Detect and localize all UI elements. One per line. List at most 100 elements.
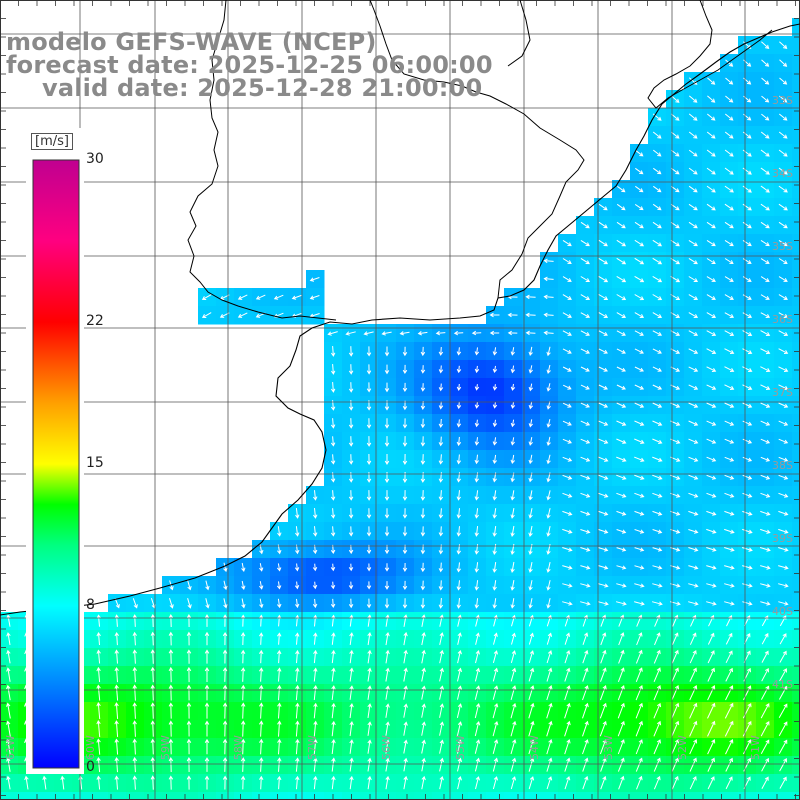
wind-arrow xyxy=(237,294,248,300)
wind-arrow xyxy=(510,508,515,519)
wind-arrow xyxy=(525,312,536,318)
wind-arrow xyxy=(330,454,336,465)
wind-arrow xyxy=(635,739,643,755)
wind-arrow xyxy=(6,757,11,772)
wind-arrow xyxy=(474,526,479,537)
wind-arrow xyxy=(562,294,572,300)
wind-arrow xyxy=(546,757,553,772)
longitude-label: 58W xyxy=(232,735,245,760)
colorbar-unit: [m/s] xyxy=(31,133,73,150)
model-title: modelo GEFS-WAVE (NCEP) xyxy=(6,28,377,56)
wind-arrow xyxy=(259,581,264,590)
wind-arrow xyxy=(168,738,174,755)
wind-arrow xyxy=(276,632,282,645)
colorbar-tick-0: 0 xyxy=(86,759,95,775)
wind-arrow xyxy=(348,418,354,429)
wind-arrow xyxy=(417,331,428,336)
wind-arrow xyxy=(778,601,789,606)
wind-arrow xyxy=(761,776,769,789)
wind-arrow xyxy=(223,598,228,609)
wind-arrow xyxy=(366,436,372,447)
wind-arrow xyxy=(546,598,551,609)
wind-arrow xyxy=(114,684,119,701)
wind-speed-cell xyxy=(792,180,800,199)
wind-arrow xyxy=(114,738,119,755)
wind-arrow xyxy=(688,438,699,444)
wind-arrow xyxy=(546,490,551,501)
wind-arrow xyxy=(580,456,591,462)
wind-arrow xyxy=(742,276,752,282)
wind-arrow xyxy=(402,436,408,447)
wind-arrow xyxy=(114,614,120,627)
wind-arrow xyxy=(420,418,426,429)
wind-arrow xyxy=(366,526,372,537)
wind-arrow xyxy=(652,456,663,462)
wind-arrow xyxy=(706,492,717,498)
wind-arrow xyxy=(259,598,264,609)
wind-arrow xyxy=(598,348,608,354)
wind-arrow xyxy=(706,185,716,193)
wind-arrow xyxy=(688,348,699,354)
wind-speed-cell xyxy=(396,792,415,800)
wind-arrow xyxy=(742,601,753,606)
wind-arrow xyxy=(348,346,354,357)
wind-arrow xyxy=(652,529,663,534)
wind-arrow xyxy=(492,739,499,755)
wind-speed-cell xyxy=(792,414,800,433)
wind-arrow xyxy=(420,598,426,609)
wind-arrow xyxy=(582,775,589,790)
wind-arrow xyxy=(277,667,282,682)
wind-arrow xyxy=(168,702,174,719)
wind-arrow xyxy=(652,402,663,408)
wind-speed-cell xyxy=(666,792,685,800)
wind-speed-cell xyxy=(558,792,577,800)
wind-arrow xyxy=(528,419,533,428)
latitude-label: 37S xyxy=(772,386,793,399)
wind-arrow xyxy=(779,758,787,772)
wind-arrow xyxy=(616,402,627,408)
wind-arrow xyxy=(313,632,318,645)
wind-speed-cell xyxy=(792,396,800,415)
wind-arrow xyxy=(742,474,753,480)
wind-speed-cell xyxy=(792,486,800,505)
wind-arrow xyxy=(222,738,228,755)
wind-arrow xyxy=(564,720,571,737)
wind-arrow xyxy=(132,684,137,701)
wind-arrow xyxy=(778,258,788,265)
wind-arrow xyxy=(510,454,515,465)
wind-arrow xyxy=(366,418,372,429)
wind-arrow xyxy=(507,312,518,318)
wind-speed-cell xyxy=(648,792,667,800)
wind-speed-cell xyxy=(72,792,91,800)
wind-arrow xyxy=(724,528,735,534)
wind-arrow xyxy=(42,775,47,790)
wind-arrow xyxy=(724,547,735,552)
wind-arrow xyxy=(670,203,680,211)
wind-arrow xyxy=(617,739,625,755)
wind-arrow xyxy=(562,239,572,247)
wind-arrow xyxy=(367,649,372,664)
coastline-rio-de-la-plata-north xyxy=(369,0,585,299)
wind-arrow xyxy=(528,702,535,719)
wind-arrow xyxy=(205,580,210,591)
wind-arrow xyxy=(330,382,336,393)
wind-arrow xyxy=(186,702,192,719)
wind-arrow xyxy=(277,526,282,537)
wind-arrow xyxy=(474,739,481,754)
wind-arrow xyxy=(312,563,318,572)
wind-arrow xyxy=(779,776,787,789)
wind-arrow xyxy=(6,720,11,737)
wind-arrow xyxy=(725,776,733,790)
wind-arrow xyxy=(331,685,336,700)
wind-arrow xyxy=(562,438,572,444)
wind-arrow xyxy=(277,720,282,737)
wind-arrow xyxy=(562,258,572,265)
wind-arrow xyxy=(706,131,716,139)
wind-arrow xyxy=(742,131,752,139)
wind-arrow xyxy=(634,221,644,229)
wind-arrow xyxy=(114,775,119,790)
wind-arrow xyxy=(778,547,789,552)
wind-arrow xyxy=(742,330,753,336)
wind-arrow xyxy=(706,113,716,121)
wind-arrow xyxy=(616,492,627,498)
